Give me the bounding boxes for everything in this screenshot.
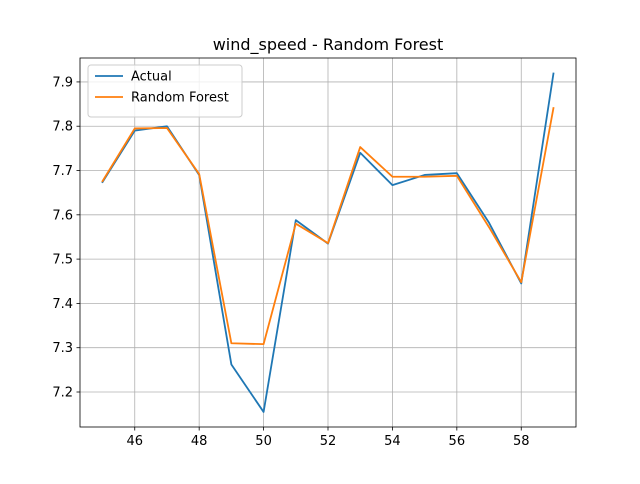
grid [80, 58, 576, 427]
y-tick-label: 7.7 [52, 164, 73, 179]
chart-title: wind_speed - Random Forest [213, 35, 444, 55]
y-tick-label: 7.2 [52, 386, 73, 401]
legend-box [87, 64, 243, 118]
x-tick-label: 58 [513, 434, 530, 449]
legend-label-actual: Actual [131, 70, 172, 85]
x-tick-label: 48 [191, 434, 208, 449]
y-tick-label: 7.5 [52, 253, 73, 268]
y-tick-label: 7.6 [52, 208, 73, 223]
axis-ticks: 46 48 50 52 54 56 58 7.2 7.3 7.4 7.5 7.6 7.7 7.8 7.9 [52, 75, 529, 449]
series-line-random-forest [101, 107, 555, 346]
legend-label-random-forest: Random Forest [131, 91, 229, 106]
y-tick-label: 7.4 [52, 297, 73, 312]
series-lines [101, 72, 555, 413]
legend: Actual Random Forest [87, 64, 243, 118]
x-tick-label: 56 [449, 434, 466, 449]
x-tick-label: 50 [255, 434, 272, 449]
x-tick-label: 54 [384, 434, 401, 449]
y-tick-label: 7.8 [52, 120, 73, 135]
y-tick-label: 7.9 [52, 75, 73, 90]
x-tick-label: 52 [320, 434, 337, 449]
y-tick-label: 7.3 [52, 341, 73, 356]
x-tick-label: 46 [126, 434, 143, 449]
